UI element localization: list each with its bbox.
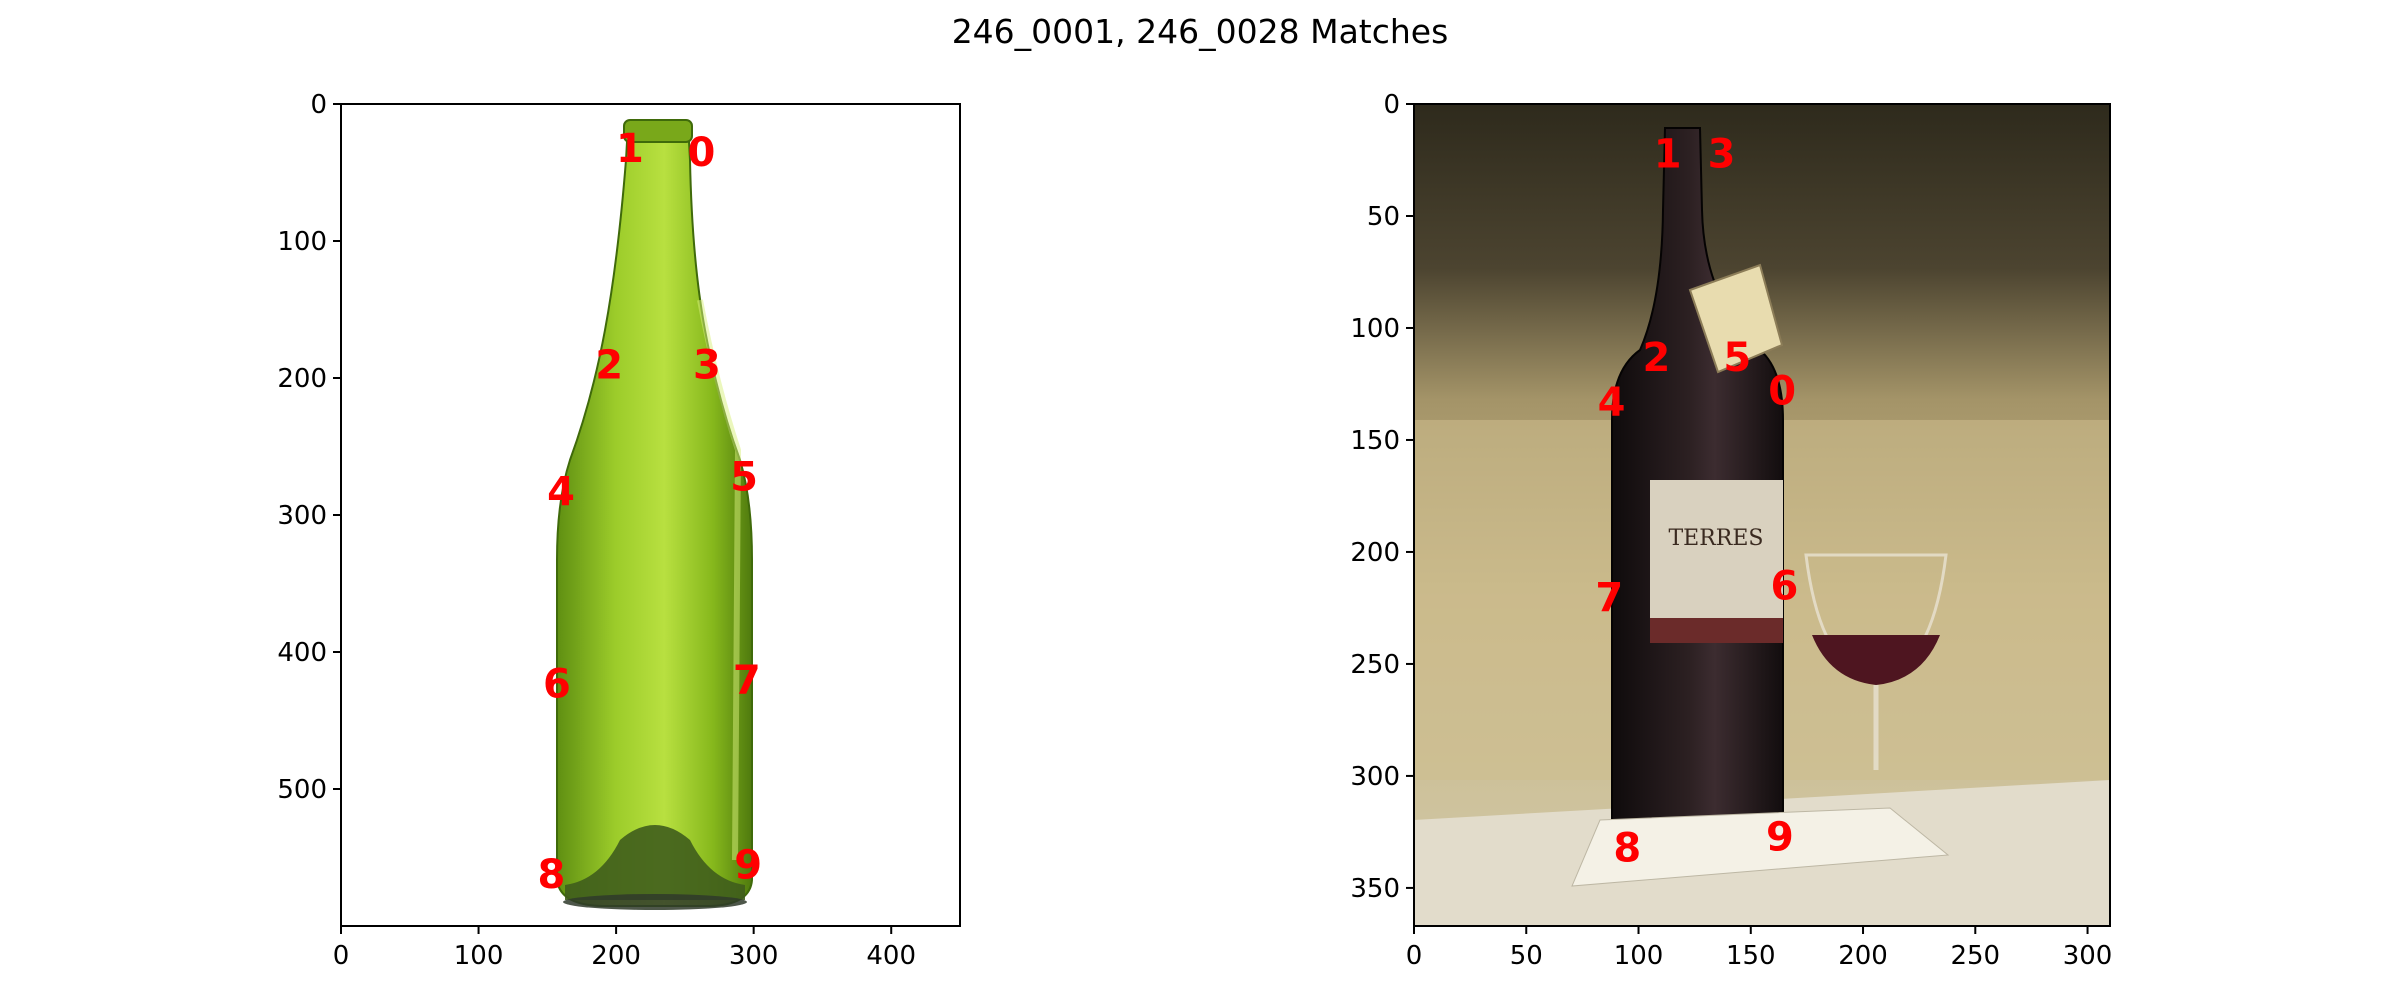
left-x-tick-label: 400 — [866, 941, 916, 971]
left-y-tick-label: 200 — [277, 364, 327, 394]
right-keypoint-label: 0 — [1768, 369, 1796, 415]
svg-text:TERRES: TERRES — [1669, 526, 1764, 551]
right-keypoint-label: 1 — [1654, 131, 1682, 177]
left-x-tick-label: 300 — [729, 941, 779, 971]
figure-title: 246_0001, 246_0028 Matches — [951, 12, 1449, 51]
left-keypoint-label: 7 — [733, 657, 761, 703]
right-y-tick-label: 50 — [1367, 202, 1400, 232]
left-axis-ticks: 0 100 200 300 400 0 100 200 300 400 500 — [277, 90, 916, 971]
red-wine-bottle-photo: TERRES — [1414, 104, 2110, 926]
right-axes-frame — [1413, 103, 2111, 927]
left-x-tick-label: 200 — [591, 941, 641, 971]
right-y-tick-label: 300 — [1350, 762, 1400, 792]
left-x-tick-label: 0 — [333, 941, 350, 971]
right-x-tick-label: 0 — [1406, 941, 1423, 971]
right-x-tick-label: 200 — [1838, 941, 1888, 971]
right-keypoint-label: 9 — [1766, 814, 1794, 860]
left-keypoints: 01 2 3 4 5 6 7 8 9 — [538, 126, 763, 898]
left-keypoint-label: 1 — [616, 126, 644, 172]
right-keypoint-label: 6 — [1771, 564, 1799, 610]
right-y-tick-label: 0 — [1383, 90, 1400, 120]
left-x-tick-label: 100 — [454, 941, 504, 971]
right-y-tick-label: 350 — [1350, 874, 1400, 904]
right-keypoint-label: 7 — [1595, 575, 1623, 621]
right-image-panel: TERRES 0 50 100 150 200 250 300050100150200250… — [1350, 90, 2112, 971]
right-y-tick-label: 200 — [1350, 538, 1400, 568]
left-keypoint-label: 6 — [543, 662, 571, 708]
left-keypoint-label: 9 — [734, 842, 762, 888]
left-y-tick-label: 400 — [277, 638, 327, 668]
right-keypoint-label: 5 — [1723, 335, 1751, 381]
right-keypoints: 0 1 2 3 4 5 6 7 8 9 — [1595, 131, 1798, 871]
left-y-tick-label: 0 — [310, 90, 327, 120]
right-y-tick-label: 250 — [1350, 650, 1400, 680]
left-y-tick-label: 500 — [277, 775, 327, 805]
right-y-tick-label: 100 — [1350, 314, 1400, 344]
left-keypoint-label: 2 — [595, 342, 623, 388]
right-keypoint-label: 2 — [1643, 335, 1671, 381]
right-x-tick-label: 50 — [1510, 941, 1543, 971]
green-bottle-photo — [341, 104, 960, 926]
right-x-tick-label: 100 — [1614, 941, 1664, 971]
left-y-tick-label: 100 — [277, 227, 327, 257]
left-keypoint-label: 5 — [730, 455, 758, 501]
right-x-tick-label: 250 — [1950, 941, 2000, 971]
right-keypoint-label: 3 — [1708, 131, 1736, 177]
left-keypoint-label: 3 — [693, 342, 721, 388]
right-x-tick-label: 300 — [2063, 941, 2113, 971]
right-x-tick-label: 150 — [1726, 941, 1776, 971]
right-keypoint-label: 8 — [1613, 826, 1641, 872]
left-keypoint-label: 8 — [538, 852, 566, 898]
left-keypoint-label: 0 — [687, 130, 715, 176]
right-y-tick-label: 150 — [1350, 426, 1400, 456]
right-keypoint-label: 4 — [1598, 380, 1626, 426]
left-keypoint-label: 4 — [547, 470, 575, 516]
left-y-tick-label: 300 — [277, 501, 327, 531]
